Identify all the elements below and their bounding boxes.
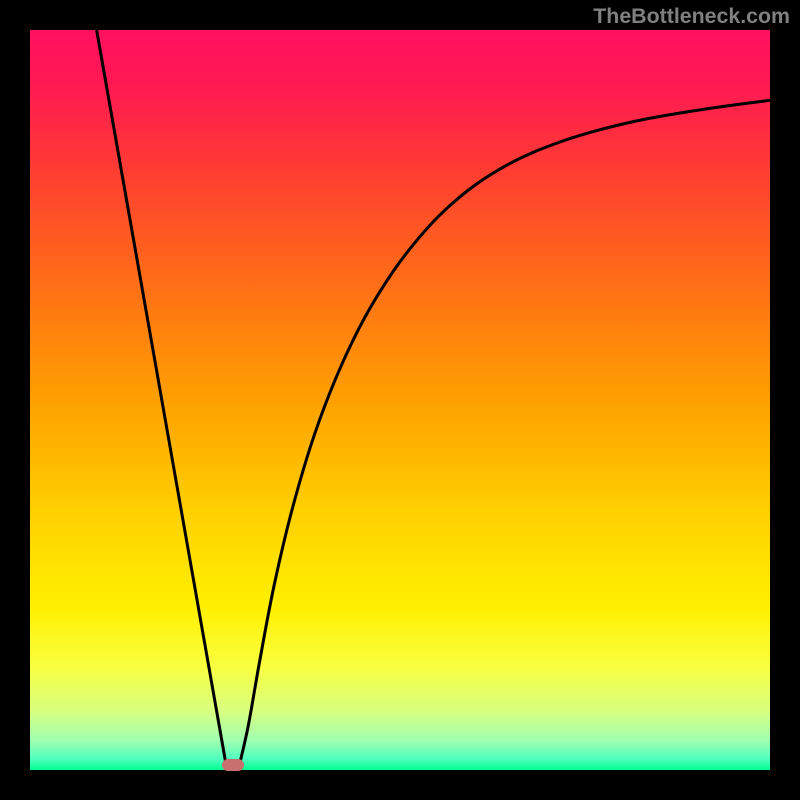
plot-area	[30, 30, 770, 770]
bottleneck-curve	[30, 30, 770, 770]
curve-left-branch	[97, 30, 226, 765]
attribution-text: TheBottleneck.com	[593, 4, 790, 29]
chart-frame: TheBottleneck.com	[0, 0, 800, 800]
curve-right-branch	[239, 100, 770, 765]
minimum-marker	[222, 759, 244, 771]
